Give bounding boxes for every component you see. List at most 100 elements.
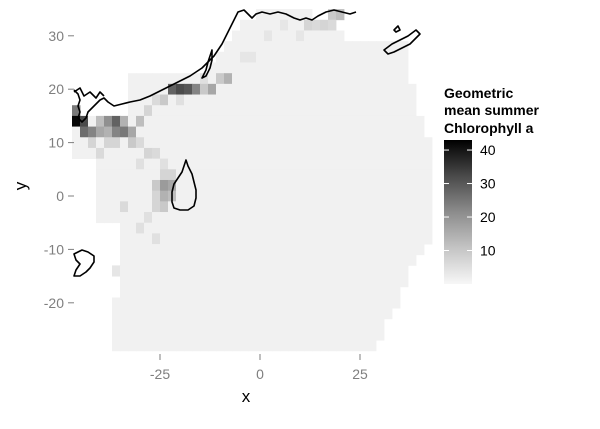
heatmap-cell [328, 30, 337, 42]
heatmap-cell [256, 233, 265, 245]
heatmap-cell [288, 9, 297, 21]
y-tick-label: -10 [44, 241, 64, 257]
heatmap-cell [200, 147, 209, 160]
heatmap-cell [416, 222, 425, 234]
heatmap-cell [328, 62, 337, 74]
heatmap-cell [248, 254, 257, 266]
heatmap-cell [328, 201, 337, 213]
heatmap-cell [320, 308, 329, 320]
heatmap-cell [288, 340, 297, 352]
island-central [171, 159, 197, 211]
heatmap-cell [296, 308, 305, 320]
heatmap-cell [216, 340, 225, 352]
heatmap-cell [272, 308, 281, 320]
heatmap-cell [192, 297, 201, 309]
heatmap-cell [152, 244, 161, 256]
heatmap-cell [80, 126, 89, 138]
heatmap-cell [216, 318, 225, 330]
heatmap-cell [176, 105, 185, 117]
heatmap-cell [264, 158, 273, 170]
heatmap-cell [384, 62, 393, 74]
heatmap-cell [112, 265, 121, 277]
heatmap-cell [336, 254, 345, 266]
heatmap-cell [304, 137, 313, 149]
heatmap-cell [336, 126, 345, 138]
heatmap-cell [352, 308, 361, 320]
heatmap-cell [288, 222, 297, 234]
heatmap-cell [280, 126, 289, 138]
heatmap-cell [344, 158, 353, 170]
heatmap-cell [128, 318, 137, 330]
heatmap-cell [288, 265, 297, 277]
heatmap-cell [280, 41, 289, 53]
heatmap-cell [352, 276, 361, 288]
heatmap-cell [336, 137, 345, 149]
heatmap-cell [320, 41, 329, 53]
heatmap-cell [320, 73, 329, 85]
heatmap-cell [400, 137, 409, 149]
heatmap-cell [136, 329, 145, 341]
heatmap-cell [80, 137, 89, 149]
heatmap-cell [200, 297, 209, 309]
heatmap-cell [272, 169, 281, 181]
heatmap-cell [112, 147, 121, 160]
heatmap-cell [288, 30, 297, 42]
heatmap-cell [320, 30, 329, 42]
heatmap-cell [144, 308, 153, 320]
heatmap-cell [360, 179, 369, 192]
heatmap-cell [408, 233, 417, 245]
heatmap-cell [272, 126, 281, 138]
heatmap-cell [304, 201, 313, 213]
heatmap-cell [312, 286, 321, 298]
heatmap-cell [152, 169, 161, 181]
heatmap-cell [120, 126, 129, 138]
heatmap-cell [168, 329, 177, 341]
heatmap-cell [240, 340, 249, 352]
heatmap-cell [280, 51, 289, 63]
island-southwest [73, 249, 95, 277]
heatmap-cell [152, 276, 161, 288]
heatmap-cell [232, 201, 241, 213]
heatmap-cell [280, 340, 289, 352]
heatmap-cell [304, 233, 313, 245]
heatmap-cell [288, 62, 297, 74]
heatmap-cell [208, 126, 217, 138]
heatmap-cell [304, 105, 313, 117]
heatmap-cell [120, 115, 129, 127]
heatmap-cell [104, 115, 113, 127]
heatmap-cell [296, 318, 305, 330]
heatmap-cell [288, 308, 297, 320]
heatmap-cell [256, 137, 265, 149]
heatmap-cell [200, 94, 209, 106]
heatmap-cell [144, 137, 153, 149]
heatmap-cell [184, 169, 193, 181]
heatmap-cell [192, 222, 201, 234]
heatmap-cell [408, 137, 417, 149]
heatmap-cell [280, 265, 289, 277]
heatmap-cell [192, 329, 201, 341]
heatmap-cell [336, 62, 345, 74]
heatmap-cell [224, 126, 233, 138]
heatmap-cell [368, 169, 377, 181]
heatmap-cell [208, 190, 217, 202]
heatmap-cell [224, 297, 233, 309]
heatmap-cell [280, 30, 289, 42]
heatmap-cell [152, 158, 161, 170]
heatmap-cell [168, 265, 177, 277]
heatmap-cell [232, 83, 241, 95]
heatmap-cell [184, 115, 193, 127]
heatmap-cell [400, 105, 409, 117]
heatmap-cell [352, 329, 361, 341]
heatmap-cell [112, 190, 121, 202]
heatmap-cell [216, 137, 225, 149]
heatmap-cell [288, 254, 297, 266]
heatmap-cell [232, 329, 241, 341]
heatmap-cell [384, 169, 393, 181]
heatmap-cell [400, 62, 409, 74]
heatmap-cell [192, 115, 201, 127]
heatmap-cell [400, 254, 409, 266]
heatmap-cell [344, 115, 353, 127]
heatmap-cell [416, 190, 425, 202]
heatmap-cell [112, 158, 121, 170]
heatmap-cell [408, 169, 417, 181]
